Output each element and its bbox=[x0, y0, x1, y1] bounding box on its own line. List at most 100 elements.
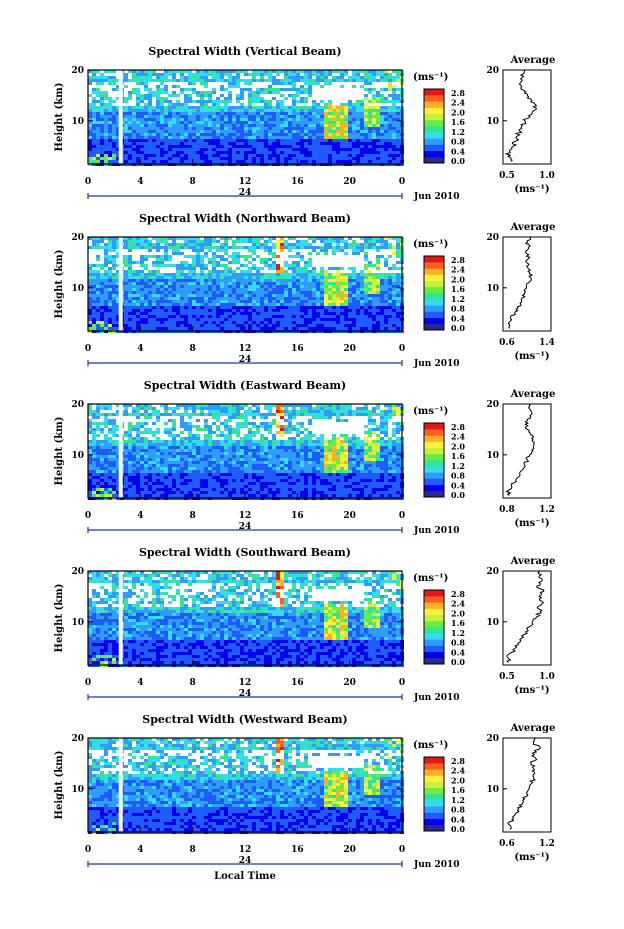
colorbar-swatch bbox=[424, 651, 444, 659]
date-label: Jun 2010 bbox=[413, 359, 460, 369]
data-gap-line bbox=[118, 237, 123, 331]
colorbar-swatch bbox=[424, 614, 444, 622]
colorbar-tick-label: 2.0 bbox=[451, 274, 465, 284]
panel-3: Spectral Width (Eastward Beam) 10 20 Height… bbox=[54, 379, 555, 536]
colorbar-swatch bbox=[424, 633, 444, 640]
colorbar-swatch bbox=[424, 608, 444, 615]
colorbar-swatch bbox=[424, 119, 444, 127]
profile-line bbox=[506, 570, 545, 663]
profile-x-tick-label: 0.6 bbox=[499, 338, 515, 348]
colorbar-swatch bbox=[424, 317, 444, 325]
x-tick-label: 16 bbox=[291, 511, 304, 521]
colorbar-swatch bbox=[424, 478, 444, 485]
colorbar-tick-label: 0.0 bbox=[451, 156, 465, 166]
colorbar-swatch bbox=[424, 602, 444, 609]
y-tick-label: 20 bbox=[71, 66, 84, 76]
profile-unit: (ms⁻¹) bbox=[514, 184, 549, 195]
colorbar-swatch bbox=[424, 806, 444, 813]
profile-x-tick-label: 0.5 bbox=[499, 672, 515, 682]
colorbar-swatch bbox=[424, 769, 444, 776]
colorbar-swatch bbox=[424, 460, 444, 467]
y-tick-label: 10 bbox=[71, 785, 84, 795]
colorbar-swatch bbox=[424, 113, 444, 121]
day-label: 24 bbox=[239, 689, 252, 699]
colorbar-tick-label: 2.0 bbox=[451, 441, 465, 451]
x-tick-label: 4 bbox=[137, 177, 143, 187]
x-tick-label: 8 bbox=[190, 177, 196, 187]
colorbar-tick-label: 1.2 bbox=[451, 628, 465, 638]
colorbar-tick-label: 0.8 bbox=[451, 471, 465, 481]
colorbar-tick-label: 2.4 bbox=[451, 265, 465, 275]
colorbar-swatch bbox=[424, 138, 444, 145]
profile-y-tick-label: 10 bbox=[486, 284, 499, 294]
colorbar-swatch bbox=[424, 657, 444, 665]
colorbar-swatch bbox=[424, 596, 444, 603]
colorbar-swatch bbox=[424, 256, 444, 263]
colorbar-swatch bbox=[424, 627, 444, 634]
panel-2: Spectral Width (Northward Beam) 10 20 Heigh… bbox=[54, 212, 555, 369]
colorbar-swatch bbox=[424, 274, 444, 281]
colorbar-tick-label: 2.0 bbox=[451, 608, 465, 618]
colorbar-swatch bbox=[424, 323, 444, 331]
colorbar-tick-label: 0.0 bbox=[451, 824, 465, 834]
x-tick-label: 4 bbox=[137, 845, 143, 855]
profile-title: Average bbox=[510, 556, 556, 567]
colorbar-frame bbox=[423, 88, 445, 164]
profile-y-tick-label: 10 bbox=[486, 117, 499, 127]
x-tick-label: 20 bbox=[343, 678, 356, 688]
heatmap-cells bbox=[88, 571, 404, 667]
profile-frame bbox=[502, 236, 552, 332]
panel-title: Spectral Width (Vertical Beam) bbox=[148, 45, 341, 58]
colorbar-swatch bbox=[424, 293, 444, 300]
colorbar-swatch bbox=[424, 156, 444, 164]
colorbar-swatch bbox=[424, 435, 444, 442]
x-tick-label: 20 bbox=[343, 344, 356, 354]
profile-frame bbox=[502, 403, 552, 499]
colorbar-tick-label: 2.8 bbox=[451, 422, 465, 432]
heatmap-cells bbox=[88, 738, 404, 834]
y-axis-label: Height (km) bbox=[54, 751, 65, 820]
colorbar-swatch bbox=[424, 787, 444, 795]
profile-x-tick-label: 1.0 bbox=[539, 171, 555, 181]
day-label: 24 bbox=[239, 522, 252, 532]
date-label: Jun 2010 bbox=[413, 860, 460, 870]
profile-unit: (ms⁻¹) bbox=[514, 518, 549, 529]
profile-y-tick-label: 10 bbox=[486, 785, 499, 795]
colorbar-swatch bbox=[424, 95, 444, 102]
profile-frame bbox=[502, 737, 552, 833]
colorbar-unit: (ms⁻¹) bbox=[413, 740, 448, 751]
colorbar-swatch bbox=[424, 620, 444, 628]
data-gap-line bbox=[118, 571, 123, 665]
data-gap-line bbox=[118, 738, 123, 832]
colorbar-tick-label: 0.8 bbox=[451, 638, 465, 648]
y-tick-label: 20 bbox=[71, 233, 84, 243]
y-axis-label: Height (km) bbox=[54, 250, 65, 319]
profile-title: Average bbox=[510, 389, 556, 400]
heatmap-cells bbox=[88, 70, 404, 166]
y-axis-label: Height (km) bbox=[54, 83, 65, 152]
x-tick-label: 8 bbox=[190, 344, 196, 354]
x-tick-label: 0 bbox=[399, 344, 405, 354]
panel-1: Spectral Width (Vertical Beam) 10 20 Height… bbox=[54, 45, 555, 202]
colorbar-swatch bbox=[424, 280, 444, 288]
colorbar-tick-label: 0.0 bbox=[451, 657, 465, 667]
colorbar-tick-label: 2.8 bbox=[451, 88, 465, 98]
colorbar-swatch bbox=[424, 441, 444, 448]
profile-x-tick-label: 0.8 bbox=[499, 505, 515, 515]
profile-x-tick-label: 1.4 bbox=[539, 338, 555, 348]
colorbar-swatch bbox=[424, 645, 444, 652]
colorbar-swatch bbox=[424, 305, 444, 312]
x-tick-label: 12 bbox=[239, 511, 252, 521]
heatmap-cells bbox=[88, 404, 404, 500]
y-tick-label: 10 bbox=[71, 451, 84, 461]
x-tick-label: 16 bbox=[291, 177, 304, 187]
x-tick-label: 4 bbox=[137, 344, 143, 354]
colorbar-swatch bbox=[424, 132, 444, 139]
profile-line bbox=[507, 737, 541, 830]
x-tick-label: 0 bbox=[399, 845, 405, 855]
day-label: 24 bbox=[239, 856, 252, 866]
colorbar-swatch bbox=[424, 126, 444, 133]
x-tick-label: 16 bbox=[291, 344, 304, 354]
x-tick-label: 8 bbox=[190, 511, 196, 521]
y-tick-label: 10 bbox=[71, 117, 84, 127]
